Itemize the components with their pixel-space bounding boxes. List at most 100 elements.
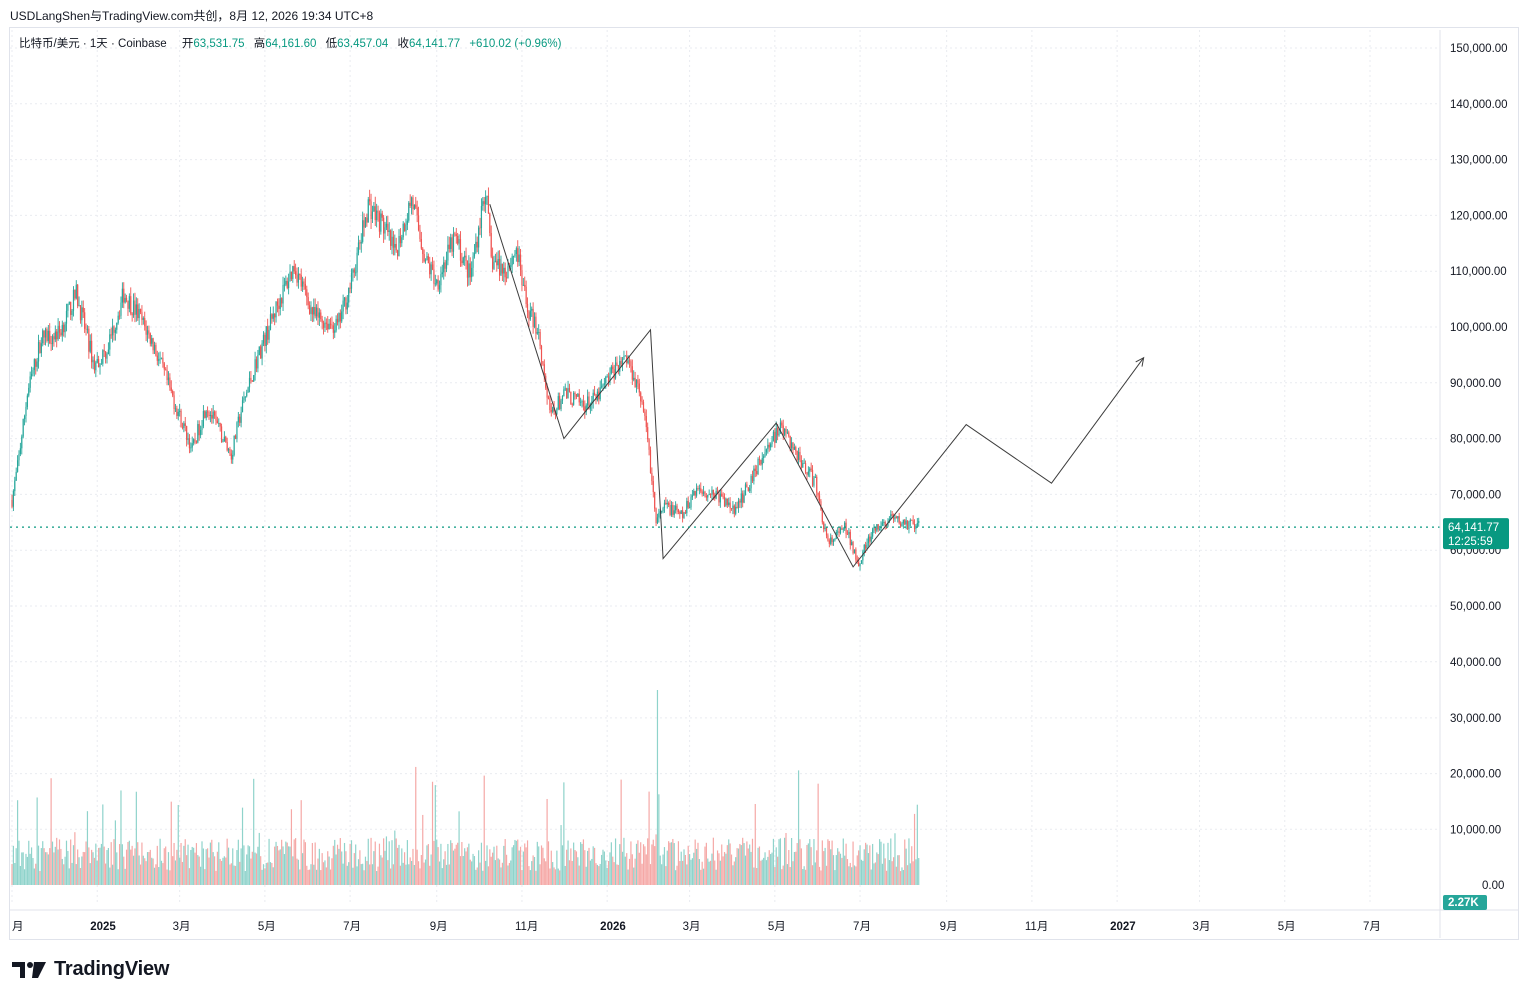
volume-bar bbox=[895, 866, 897, 885]
volume-bar bbox=[142, 855, 144, 885]
volume-bar bbox=[403, 852, 406, 885]
volume-bar bbox=[479, 862, 481, 885]
candle-body bbox=[756, 471, 758, 475]
volume-bar bbox=[131, 845, 133, 885]
volume-bar bbox=[223, 856, 225, 885]
candle-body bbox=[132, 300, 135, 316]
volume-bar bbox=[359, 850, 361, 885]
symbol-label[interactable]: 比特币/美元 · 1天 · Coinbase bbox=[19, 38, 167, 50]
volume-bar bbox=[493, 846, 495, 885]
time-tick-label: 5月 bbox=[768, 921, 786, 933]
candle-body bbox=[250, 377, 252, 381]
candle-body bbox=[890, 514, 892, 519]
candle-body bbox=[795, 447, 797, 451]
volume-bar bbox=[656, 690, 659, 885]
candle-body bbox=[834, 538, 836, 541]
volume-bar bbox=[383, 838, 385, 885]
volume-bar bbox=[116, 852, 118, 885]
candle-body bbox=[510, 265, 512, 267]
candle-body bbox=[457, 235, 459, 244]
candle-body bbox=[683, 512, 685, 518]
volume-bar bbox=[149, 849, 151, 885]
volume-bar bbox=[511, 847, 513, 885]
volume-bar bbox=[540, 845, 543, 885]
candle-body bbox=[385, 223, 388, 228]
candle-body bbox=[623, 356, 625, 360]
volume-bar bbox=[816, 850, 818, 885]
candle-body bbox=[465, 255, 467, 262]
candle-body bbox=[279, 298, 281, 309]
candle-body bbox=[49, 330, 51, 344]
volume-bar bbox=[360, 864, 362, 885]
close-label: 收 bbox=[397, 38, 409, 50]
candle-body bbox=[728, 502, 730, 505]
candle-body bbox=[570, 391, 572, 405]
candle-body bbox=[689, 507, 691, 509]
volume-bar bbox=[884, 858, 886, 885]
volume-bar bbox=[458, 811, 460, 885]
candle-body bbox=[764, 452, 766, 457]
candle-body bbox=[357, 242, 360, 253]
candle-body bbox=[241, 400, 244, 413]
candle-body bbox=[123, 288, 125, 303]
candle-body bbox=[771, 440, 773, 445]
candle-body bbox=[430, 264, 432, 275]
candle-body bbox=[201, 426, 203, 430]
volume-bar bbox=[183, 845, 185, 885]
candle-body bbox=[459, 239, 462, 261]
candle-body bbox=[85, 328, 87, 330]
volume-bar bbox=[469, 859, 471, 885]
candle-body bbox=[881, 522, 884, 526]
volume-bar bbox=[232, 848, 234, 885]
time-tick-label: 9月 bbox=[430, 921, 448, 933]
projection-polyline bbox=[489, 204, 1145, 568]
candle-body bbox=[644, 411, 646, 416]
volume-bar bbox=[402, 862, 404, 885]
candle-body bbox=[345, 297, 347, 310]
candle-body bbox=[698, 488, 700, 490]
volume-bar bbox=[841, 857, 843, 885]
volume-bar bbox=[556, 850, 558, 885]
candle-body bbox=[563, 389, 565, 396]
volume-bar bbox=[167, 852, 170, 885]
candle-body bbox=[702, 491, 705, 494]
price-tick-label: 50,000.00 bbox=[1450, 601, 1501, 613]
candle-body bbox=[247, 387, 249, 393]
volume-bar bbox=[450, 840, 452, 885]
candle-body bbox=[68, 301, 70, 304]
candle-body bbox=[515, 248, 517, 255]
volume-bar bbox=[56, 837, 58, 885]
tradingview-logo[interactable]: TradingView bbox=[12, 958, 169, 981]
candle-body bbox=[244, 396, 246, 398]
candle-body bbox=[538, 331, 540, 333]
candle-body bbox=[552, 407, 554, 412]
candle-body bbox=[233, 435, 235, 455]
volume-bar bbox=[390, 868, 392, 885]
volume-bar bbox=[415, 766, 417, 885]
volume-bar bbox=[424, 859, 427, 885]
volume-bar bbox=[483, 775, 485, 885]
candle-body bbox=[11, 499, 13, 507]
candle-body bbox=[320, 312, 322, 320]
volume-bar bbox=[258, 832, 260, 885]
candle-body bbox=[65, 310, 68, 324]
candle-body bbox=[612, 366, 614, 370]
volume-bar bbox=[213, 856, 216, 885]
candle-body bbox=[723, 496, 726, 506]
candle-body bbox=[781, 422, 783, 426]
volume-bar bbox=[75, 864, 77, 885]
volume-bar bbox=[257, 846, 259, 885]
candle-body bbox=[730, 508, 733, 509]
volume-bar bbox=[113, 839, 115, 885]
candle-body bbox=[222, 441, 224, 443]
volume-bar bbox=[739, 843, 741, 885]
candle-body bbox=[496, 260, 498, 266]
volume-bar bbox=[152, 858, 154, 885]
volume-bar bbox=[721, 844, 723, 885]
volume-bar bbox=[571, 860, 573, 885]
candle-body bbox=[186, 425, 188, 440]
candle-body bbox=[666, 503, 668, 505]
candle-body bbox=[493, 261, 495, 269]
candle-body bbox=[669, 504, 671, 515]
